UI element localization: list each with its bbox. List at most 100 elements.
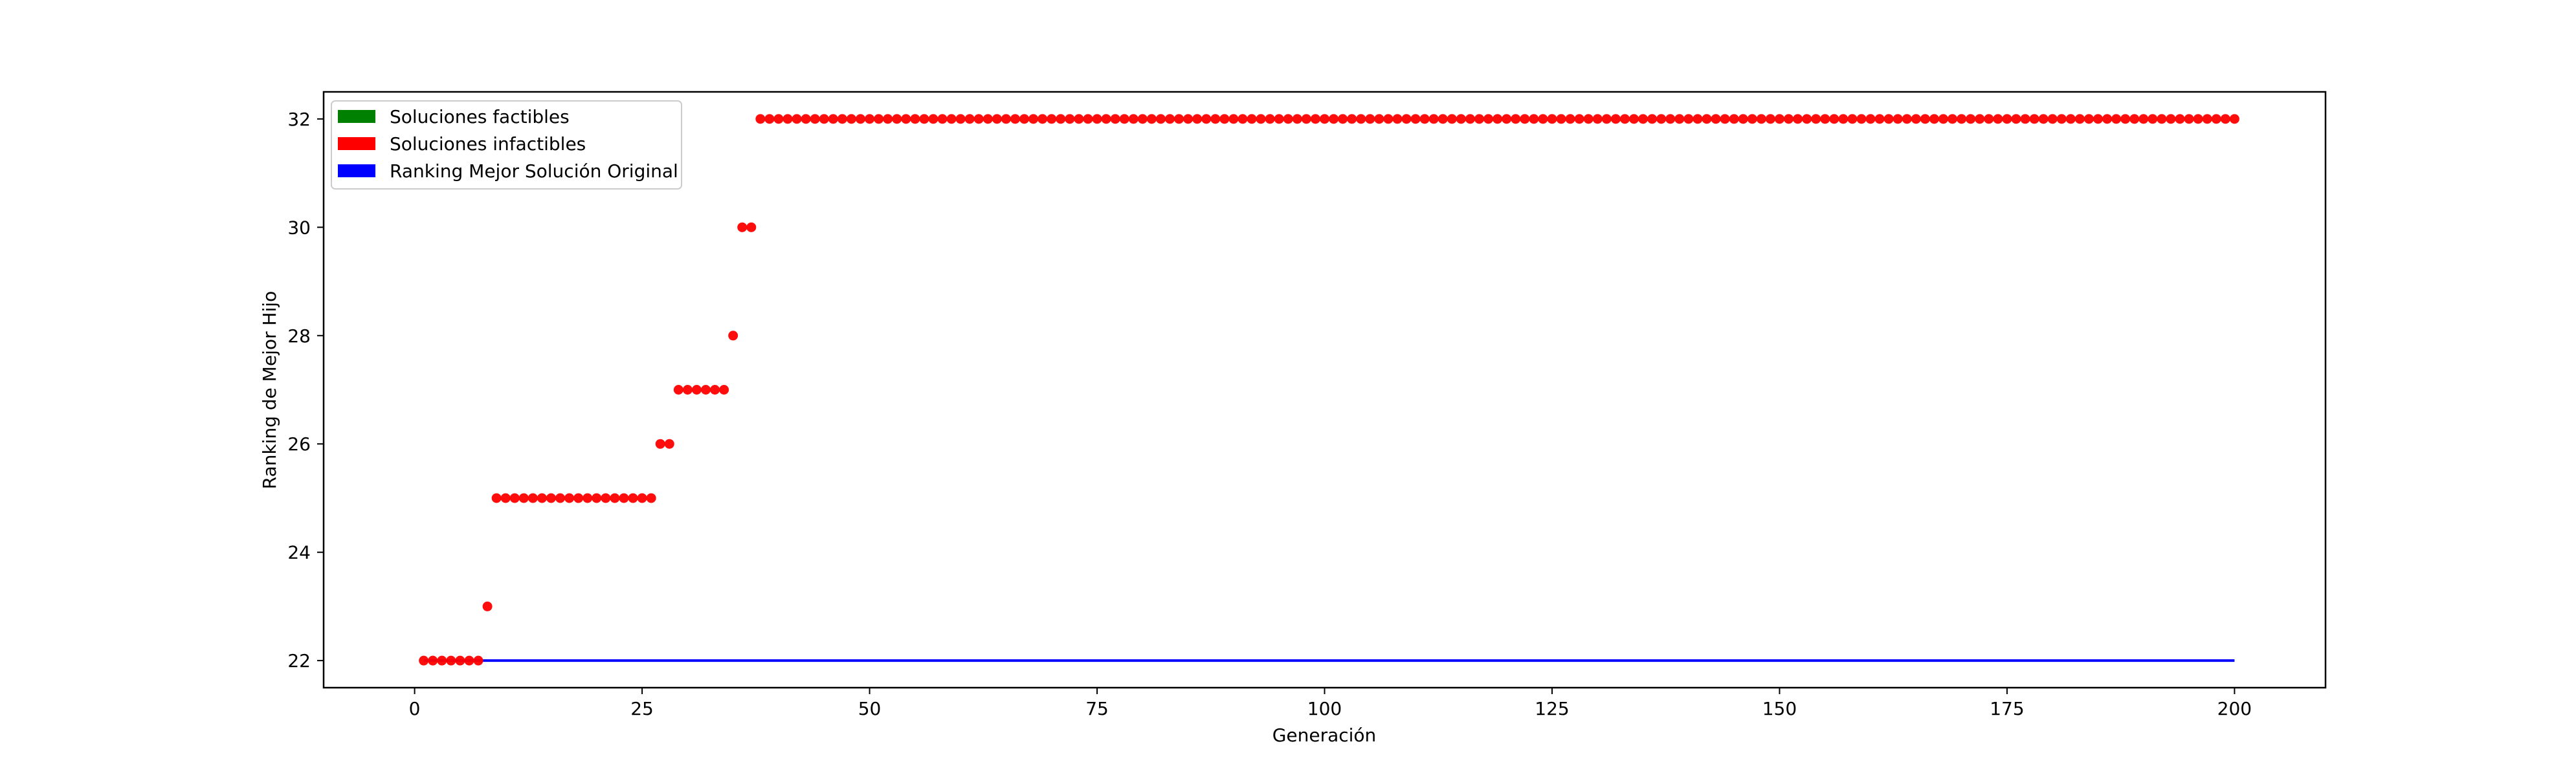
- data-point: [1301, 114, 1311, 124]
- data-point: [2202, 114, 2212, 124]
- data-point: [1984, 114, 1994, 124]
- data-point: [1092, 114, 1102, 124]
- data-point: [1347, 114, 1357, 124]
- data-point: [1765, 114, 1775, 124]
- data-point: [1365, 114, 1375, 124]
- data-point: [1702, 114, 1712, 124]
- data-point: [1929, 114, 1939, 124]
- data-point: [419, 655, 429, 666]
- data-point: [1183, 114, 1194, 124]
- x-tick-label: 75: [1085, 698, 1109, 719]
- data-point: [446, 655, 456, 666]
- data-point: [1520, 114, 1530, 124]
- data-point: [2166, 114, 2176, 124]
- data-point: [1274, 114, 1284, 124]
- data-point: [1419, 114, 1430, 124]
- data-point: [1310, 114, 1320, 124]
- data-point: [2056, 114, 2067, 124]
- data-point: [1538, 114, 1548, 124]
- data-point: [783, 114, 793, 124]
- data-point: [1948, 114, 1958, 124]
- data-point: [2065, 114, 2076, 124]
- data-point: [2220, 114, 2230, 124]
- data-point: [1001, 114, 1011, 124]
- data-point: [1329, 114, 1339, 124]
- legend-swatch-ranking-original: [338, 164, 375, 177]
- data-point: [1874, 114, 1885, 124]
- data-point: [1911, 114, 1921, 124]
- data-point: [1902, 114, 1912, 124]
- data-point: [1192, 114, 1203, 124]
- data-point: [1511, 114, 1521, 124]
- data-point: [1283, 114, 1293, 124]
- data-point: [673, 385, 683, 395]
- y-axis-label: Ranking de Mejor Hijo: [259, 291, 280, 490]
- x-tick-label: 25: [630, 698, 654, 719]
- data-point: [846, 114, 856, 124]
- data-point: [728, 331, 738, 341]
- y-tick-label: 24: [287, 542, 311, 563]
- data-point: [1392, 114, 1403, 124]
- data-point: [1119, 114, 1129, 124]
- data-point: [555, 493, 566, 503]
- data-point: [2083, 114, 2094, 124]
- data-point: [2175, 114, 2185, 124]
- data-point: [1128, 114, 1138, 124]
- data-point: [1265, 114, 1275, 124]
- data-point: [1847, 114, 1858, 124]
- data-point: [883, 114, 893, 124]
- data-point: [546, 493, 556, 503]
- data-point: [527, 493, 538, 503]
- data-point: [482, 601, 493, 611]
- data-point: [1101, 114, 1111, 124]
- data-point: [2047, 114, 2058, 124]
- data-point: [1474, 114, 1485, 124]
- data-point: [2138, 114, 2149, 124]
- data-point: [719, 385, 729, 395]
- data-point: [1829, 114, 1839, 124]
- data-point: [1483, 114, 1494, 124]
- data-point: [1883, 114, 1894, 124]
- data-point: [1547, 114, 1557, 124]
- data-point: [1401, 114, 1412, 124]
- data-point: [928, 114, 938, 124]
- x-tick-label: 50: [858, 698, 882, 719]
- data-point: [1674, 114, 1685, 124]
- data-point: [1920, 114, 1930, 124]
- x-tick-label: 175: [1990, 698, 2024, 719]
- data-point: [2029, 114, 2039, 124]
- data-point: [428, 655, 438, 666]
- data-point: [2111, 114, 2122, 124]
- data-point: [937, 114, 948, 124]
- data-point: [637, 493, 647, 503]
- data-point: [1320, 114, 1329, 124]
- data-point: [1975, 114, 1985, 124]
- data-point: [955, 114, 966, 124]
- data-point: [1838, 114, 1849, 124]
- data-point: [2184, 114, 2194, 124]
- data-point: [464, 655, 474, 666]
- data-point: [892, 114, 902, 124]
- data-point: [1174, 114, 1184, 124]
- legend-entry-factibles: Soluciones factibles: [338, 106, 570, 127]
- data-point: [1228, 114, 1239, 124]
- data-point: [628, 493, 638, 503]
- data-point: [1456, 114, 1466, 124]
- legend-swatch-factibles: [338, 110, 375, 123]
- plot-layer: [419, 114, 2239, 666]
- data-point: [601, 493, 611, 503]
- legend-swatch-infactibles: [338, 137, 375, 150]
- data-point: [874, 114, 884, 124]
- data-point: [500, 493, 511, 503]
- data-point: [1865, 114, 1876, 124]
- data-point: [801, 114, 811, 124]
- data-point: [1574, 114, 1584, 124]
- data-point: [1738, 114, 1748, 124]
- data-point: [1966, 114, 1976, 124]
- data-point: [655, 439, 665, 449]
- data-point: [2038, 114, 2049, 124]
- data-point: [1438, 114, 1448, 124]
- legend-label-factibles: Soluciones factibles: [390, 106, 570, 127]
- data-point: [1592, 114, 1603, 124]
